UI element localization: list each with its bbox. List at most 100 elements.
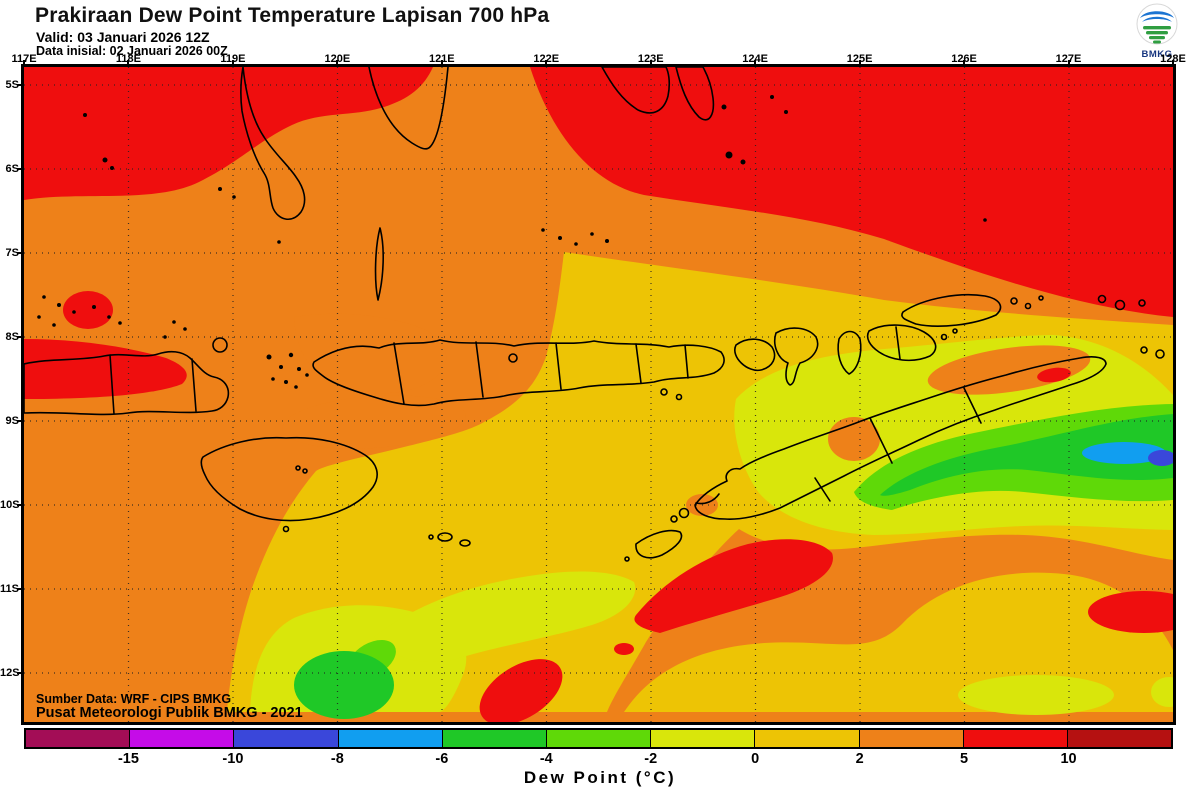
coast-sumba-islet-2 bbox=[302, 468, 308, 474]
lat-tick-label-7S: 7S bbox=[5, 247, 19, 259]
coast-alor bbox=[866, 324, 937, 362]
lat-tick-label-9S: 9S bbox=[5, 415, 19, 427]
lon-tick-mark bbox=[545, 60, 548, 65]
colorbar-segment-minus4-minus2 bbox=[546, 730, 652, 747]
lat-tick-label-5S: 5S bbox=[5, 79, 19, 91]
forecast-map bbox=[21, 64, 1176, 725]
lat-tick-mark bbox=[17, 168, 22, 170]
lon-tick-mark bbox=[858, 60, 861, 65]
coast-muna bbox=[601, 67, 671, 114]
field-yellowgreen-diagonal bbox=[374, 571, 636, 663]
coast-islet-south-flores-1 bbox=[660, 388, 668, 396]
lon-tick-label-117E: 117E bbox=[11, 53, 37, 65]
coast-semau-1 bbox=[678, 507, 690, 519]
lon-tick-label-126E: 126E bbox=[951, 53, 977, 65]
dewpoint-colorbar bbox=[24, 728, 1173, 749]
lon-tick-mark bbox=[649, 60, 652, 65]
lon-tick-label-123E: 123E bbox=[637, 53, 664, 65]
lon-tick-mark bbox=[440, 60, 443, 65]
colorbar-segment-above-10 bbox=[1067, 730, 1172, 747]
colorbar-segment-minus2-0 bbox=[651, 730, 756, 747]
bmkg-logo-icon bbox=[1136, 3, 1178, 45]
lon-tick-label-119E: 119E bbox=[220, 53, 246, 65]
coast-sumbawa-border-2 bbox=[191, 358, 197, 412]
coast-islet-ne-1 bbox=[1097, 294, 1107, 304]
field-red-small-spot bbox=[614, 643, 634, 655]
coast-islet-ne-2 bbox=[1114, 299, 1126, 311]
field-lightblue-spot bbox=[1082, 442, 1166, 464]
colorbar-tick-10: 10 bbox=[1060, 751, 1077, 767]
coast-sangeang bbox=[212, 337, 228, 353]
coast-wetar bbox=[901, 293, 1002, 327]
coast-pantar bbox=[837, 330, 862, 375]
publisher-label: Pusat Meteorologi Publik BMKG - 2021 bbox=[36, 705, 303, 721]
field-red-bottom-spot bbox=[479, 659, 563, 722]
coast-lembata bbox=[773, 327, 819, 386]
colorbar-tick-2: 2 bbox=[855, 751, 864, 767]
lat-tick-label-6S: 6S bbox=[5, 163, 19, 175]
lat-tick-label-12S: 12S bbox=[0, 667, 20, 679]
lon-tick-label-127E: 127E bbox=[1055, 53, 1082, 65]
lat-tick-mark bbox=[17, 504, 22, 506]
coast-savu-3 bbox=[428, 534, 434, 540]
lat-tick-mark bbox=[17, 84, 22, 86]
dewpoint-field-map bbox=[24, 67, 1173, 722]
coast-alor-border bbox=[895, 326, 901, 360]
coast-islet-wetar-3 bbox=[1038, 295, 1044, 301]
colorbar-segment-minus15-minus10 bbox=[130, 730, 235, 747]
lon-tick-mark bbox=[231, 60, 234, 65]
colorbar-segment-minus10-minus8 bbox=[234, 730, 339, 747]
coast-flores-border-2 bbox=[475, 341, 484, 398]
source-data-label: Sumber Data: WRF - CIPS BMKG bbox=[36, 692, 232, 706]
coast-savu-1 bbox=[437, 532, 453, 542]
colorbar-segment-0-2 bbox=[755, 730, 860, 747]
lon-tick-label-128E: 128E bbox=[1160, 53, 1186, 65]
lon-tick-mark bbox=[336, 60, 339, 65]
coast-rote bbox=[635, 529, 683, 559]
coast-savu-2 bbox=[459, 539, 471, 547]
coast-timor-border-1 bbox=[869, 417, 893, 464]
lon-tick-label-124E: 124E bbox=[742, 53, 768, 65]
field-red-south-of-timor bbox=[634, 539, 833, 633]
field-red-north-east bbox=[530, 67, 1173, 317]
coast-flores bbox=[312, 339, 725, 407]
coast-kisar-2 bbox=[1155, 349, 1165, 359]
coast-islet-alor-2 bbox=[952, 328, 958, 334]
field-yellowgreen-bottom-right bbox=[958, 675, 1114, 715]
field-red-west-band bbox=[24, 339, 187, 399]
coast-sumba-islet-3 bbox=[282, 525, 290, 533]
field-red-north-west bbox=[24, 67, 433, 200]
coast-islet-wetar-2 bbox=[1024, 302, 1032, 310]
lat-tick-label-11S: 11S bbox=[0, 583, 19, 595]
coast-sumba bbox=[200, 436, 378, 522]
coast-kisar-1 bbox=[1140, 346, 1148, 354]
coast-rote-islet bbox=[624, 556, 630, 562]
coast-south-sulawesi bbox=[240, 67, 306, 220]
colorbar-segment-below-minus15 bbox=[26, 730, 131, 747]
lon-tick-mark bbox=[754, 60, 757, 65]
colorbar-tick--15: -15 bbox=[117, 751, 139, 767]
coastlines bbox=[24, 67, 1165, 562]
coast-buton bbox=[675, 67, 715, 121]
lat-tick-label-8S: 8S bbox=[5, 331, 19, 343]
colorbar-tick--4: -4 bbox=[539, 751, 553, 767]
coast-timor-bay bbox=[695, 493, 720, 505]
coast-timor-border-2 bbox=[814, 477, 831, 502]
lon-tick-mark bbox=[1171, 60, 1174, 65]
lon-tick-mark bbox=[1067, 60, 1070, 65]
coast-selayar bbox=[374, 227, 384, 301]
coast-semau-2 bbox=[670, 515, 678, 523]
field-red-right-edge bbox=[1088, 591, 1173, 633]
coast-islet-north-flores bbox=[508, 353, 518, 363]
colorbar-tick--8: -8 bbox=[330, 751, 344, 767]
coast-flores-border-4 bbox=[635, 343, 642, 384]
colorbar-tick--6: -6 bbox=[435, 751, 449, 767]
coast-timor bbox=[694, 356, 1107, 520]
field-orange-west-flores bbox=[294, 313, 447, 394]
lon-tick-mark bbox=[127, 60, 130, 65]
coast-flores-border-5 bbox=[684, 344, 689, 379]
lon-tick-label-122E: 122E bbox=[533, 53, 560, 65]
page-title: Prakiraan Dew Point Temperature Lapisan … bbox=[35, 4, 550, 27]
lon-tick-mark bbox=[963, 60, 966, 65]
